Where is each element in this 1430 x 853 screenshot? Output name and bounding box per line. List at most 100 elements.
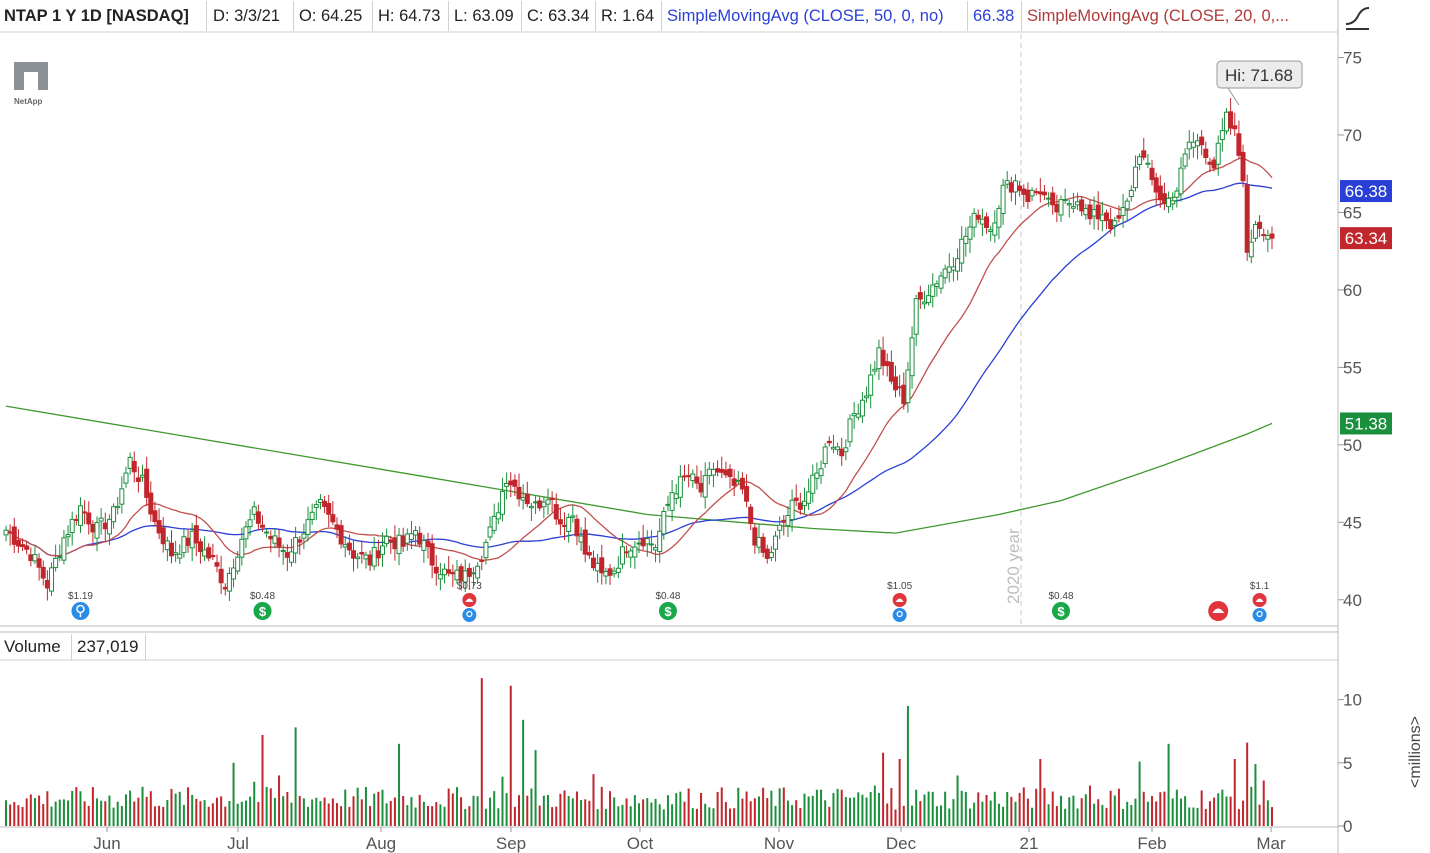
header-divider bbox=[661, 1, 662, 31]
candle-body bbox=[992, 222, 998, 236]
volume-bar bbox=[555, 806, 558, 826]
candle-body bbox=[533, 501, 539, 504]
candle-body bbox=[814, 472, 820, 479]
volume-bar bbox=[302, 798, 305, 826]
candle-body bbox=[830, 446, 836, 450]
volume-bar bbox=[352, 796, 355, 826]
volume-bar bbox=[455, 787, 458, 826]
candle-body bbox=[785, 515, 791, 527]
volume-bar bbox=[1196, 807, 1199, 826]
candle-body bbox=[1058, 199, 1064, 216]
candle-body bbox=[1248, 241, 1254, 258]
volume-bar bbox=[298, 795, 301, 826]
volume-bar bbox=[956, 775, 959, 826]
volume-bar bbox=[137, 797, 140, 826]
candle-body bbox=[984, 216, 990, 228]
volume-bar bbox=[658, 804, 661, 826]
candle-body bbox=[590, 557, 596, 569]
symbol-label[interactable]: NTAP 1 Y 1D [NASDAQ] bbox=[4, 7, 189, 25]
candle-body bbox=[1252, 223, 1258, 239]
candle-body bbox=[810, 474, 816, 494]
volume-bar bbox=[120, 806, 123, 826]
candle-body bbox=[537, 500, 543, 509]
candle-body bbox=[214, 562, 220, 567]
candle-body bbox=[69, 518, 75, 534]
candle-body bbox=[396, 534, 402, 555]
candle-body bbox=[437, 574, 443, 580]
candle-body bbox=[520, 497, 526, 501]
volume-bar bbox=[224, 806, 227, 826]
high-callout-pointer bbox=[1227, 87, 1240, 106]
candle-body bbox=[599, 557, 605, 574]
candle-body bbox=[454, 569, 460, 581]
volume-bar bbox=[559, 793, 562, 826]
candle-body bbox=[818, 468, 824, 476]
volume-bar bbox=[54, 801, 57, 826]
volume-bar bbox=[406, 805, 409, 826]
volume-bar bbox=[944, 791, 947, 826]
candle-body bbox=[661, 510, 667, 535]
price-tag-box bbox=[1340, 227, 1392, 250]
volume-bar bbox=[187, 787, 190, 826]
candle-body bbox=[305, 519, 311, 535]
candle-body bbox=[264, 531, 270, 534]
volume-bar bbox=[319, 801, 322, 826]
volume-bar bbox=[1179, 798, 1182, 826]
event-marker-dividend: $0.48 $ bbox=[655, 591, 681, 620]
sma50-label[interactable]: SimpleMovingAvg (CLOSE, 50, 0, no) bbox=[667, 7, 944, 25]
candle-body bbox=[950, 266, 956, 271]
candle-body bbox=[413, 530, 419, 536]
volume-bar bbox=[857, 792, 860, 826]
x-tick-label: Feb bbox=[1137, 834, 1166, 853]
volume-bar bbox=[62, 799, 65, 826]
volume-bar bbox=[1117, 788, 1120, 826]
candle-body bbox=[239, 538, 245, 558]
candle-body bbox=[653, 547, 659, 551]
high-readout: H: 64.73 bbox=[378, 7, 441, 25]
volume-bar bbox=[1097, 799, 1100, 826]
candle-body bbox=[106, 518, 112, 535]
candle-body bbox=[1054, 203, 1060, 213]
candle-body bbox=[1161, 193, 1167, 205]
volume-bar bbox=[737, 787, 740, 826]
candle-body bbox=[1050, 192, 1056, 206]
candle-body bbox=[710, 469, 716, 476]
candle-body bbox=[1083, 208, 1089, 216]
candle-body bbox=[619, 546, 625, 565]
candle-body bbox=[1066, 203, 1072, 206]
volume-bar bbox=[389, 800, 392, 826]
logo-text: NetApp bbox=[14, 97, 43, 106]
candle-body bbox=[582, 529, 588, 555]
volume-bar bbox=[580, 800, 583, 826]
candle-body bbox=[135, 477, 141, 482]
volume-bar bbox=[960, 790, 963, 826]
candle-body bbox=[210, 554, 216, 558]
volume-bar bbox=[484, 808, 487, 826]
candle-body bbox=[677, 476, 683, 498]
candle-body bbox=[541, 501, 547, 508]
candle-body bbox=[586, 552, 592, 556]
volume-bar bbox=[282, 796, 285, 826]
candle-body bbox=[1261, 234, 1267, 237]
volume-bar bbox=[687, 788, 690, 826]
volume-bar bbox=[522, 719, 525, 826]
candle-body bbox=[1153, 177, 1159, 193]
candle-body bbox=[429, 543, 435, 566]
candle-body bbox=[297, 539, 303, 543]
volume-bar bbox=[129, 790, 132, 826]
candle-body bbox=[1008, 182, 1014, 193]
volume-bar bbox=[170, 788, 173, 826]
volume-bar bbox=[1155, 801, 1158, 826]
sma20-label[interactable]: SimpleMovingAvg (CLOSE, 20, 0,... bbox=[1027, 7, 1289, 25]
candle-body bbox=[466, 567, 472, 577]
volume-bar bbox=[720, 787, 723, 826]
candle-body bbox=[789, 499, 795, 521]
volume-bar bbox=[67, 800, 70, 826]
volume-bar bbox=[786, 800, 789, 826]
volume-bar bbox=[1080, 798, 1083, 826]
volume-bar bbox=[307, 806, 310, 826]
candle-body bbox=[53, 557, 59, 569]
drawing-tool-icon[interactable] bbox=[1342, 2, 1372, 32]
volume-bar bbox=[861, 794, 864, 826]
